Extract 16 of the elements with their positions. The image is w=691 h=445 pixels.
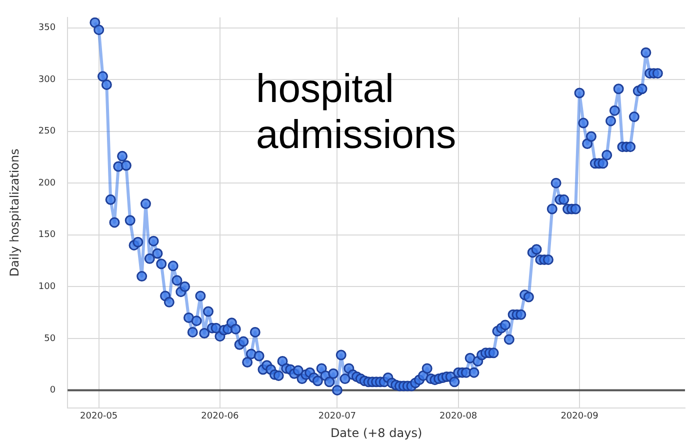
x-tick-label: 2020-05 bbox=[80, 412, 118, 422]
y-tick-label: 200 bbox=[38, 178, 56, 188]
y-tick-label: 150 bbox=[38, 230, 56, 240]
y-tick-label: 0 bbox=[50, 386, 56, 396]
x-axis-title: Date (+8 days) bbox=[330, 426, 422, 440]
x-tick-label: 2020-07 bbox=[318, 412, 356, 422]
x-tick-label: 2020-08 bbox=[440, 412, 478, 422]
y-tick-label: 300 bbox=[38, 74, 56, 85]
annotation: hospital admissions bbox=[256, 66, 458, 158]
y-tick-label: 350 bbox=[38, 23, 56, 34]
y-axis-title: Daily hospitalizations bbox=[7, 148, 22, 277]
y-tick-label: 250 bbox=[38, 126, 56, 137]
x-tick-label: 2020-06 bbox=[201, 412, 240, 422]
y-tick-label: 50 bbox=[44, 334, 56, 344]
y-tick-label: 100 bbox=[38, 282, 56, 292]
x-tick-label: 2020-09 bbox=[560, 412, 599, 422]
